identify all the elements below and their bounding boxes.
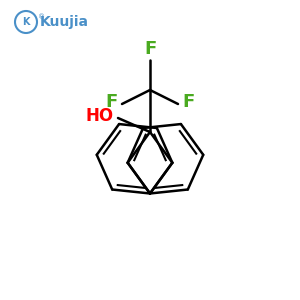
Text: F: F — [182, 93, 194, 111]
Text: K: K — [22, 17, 30, 27]
Text: F: F — [144, 40, 156, 58]
Text: ®: ® — [38, 14, 45, 20]
Text: HO: HO — [86, 107, 114, 125]
Text: Kuujia: Kuujia — [40, 15, 89, 29]
Text: F: F — [106, 93, 118, 111]
